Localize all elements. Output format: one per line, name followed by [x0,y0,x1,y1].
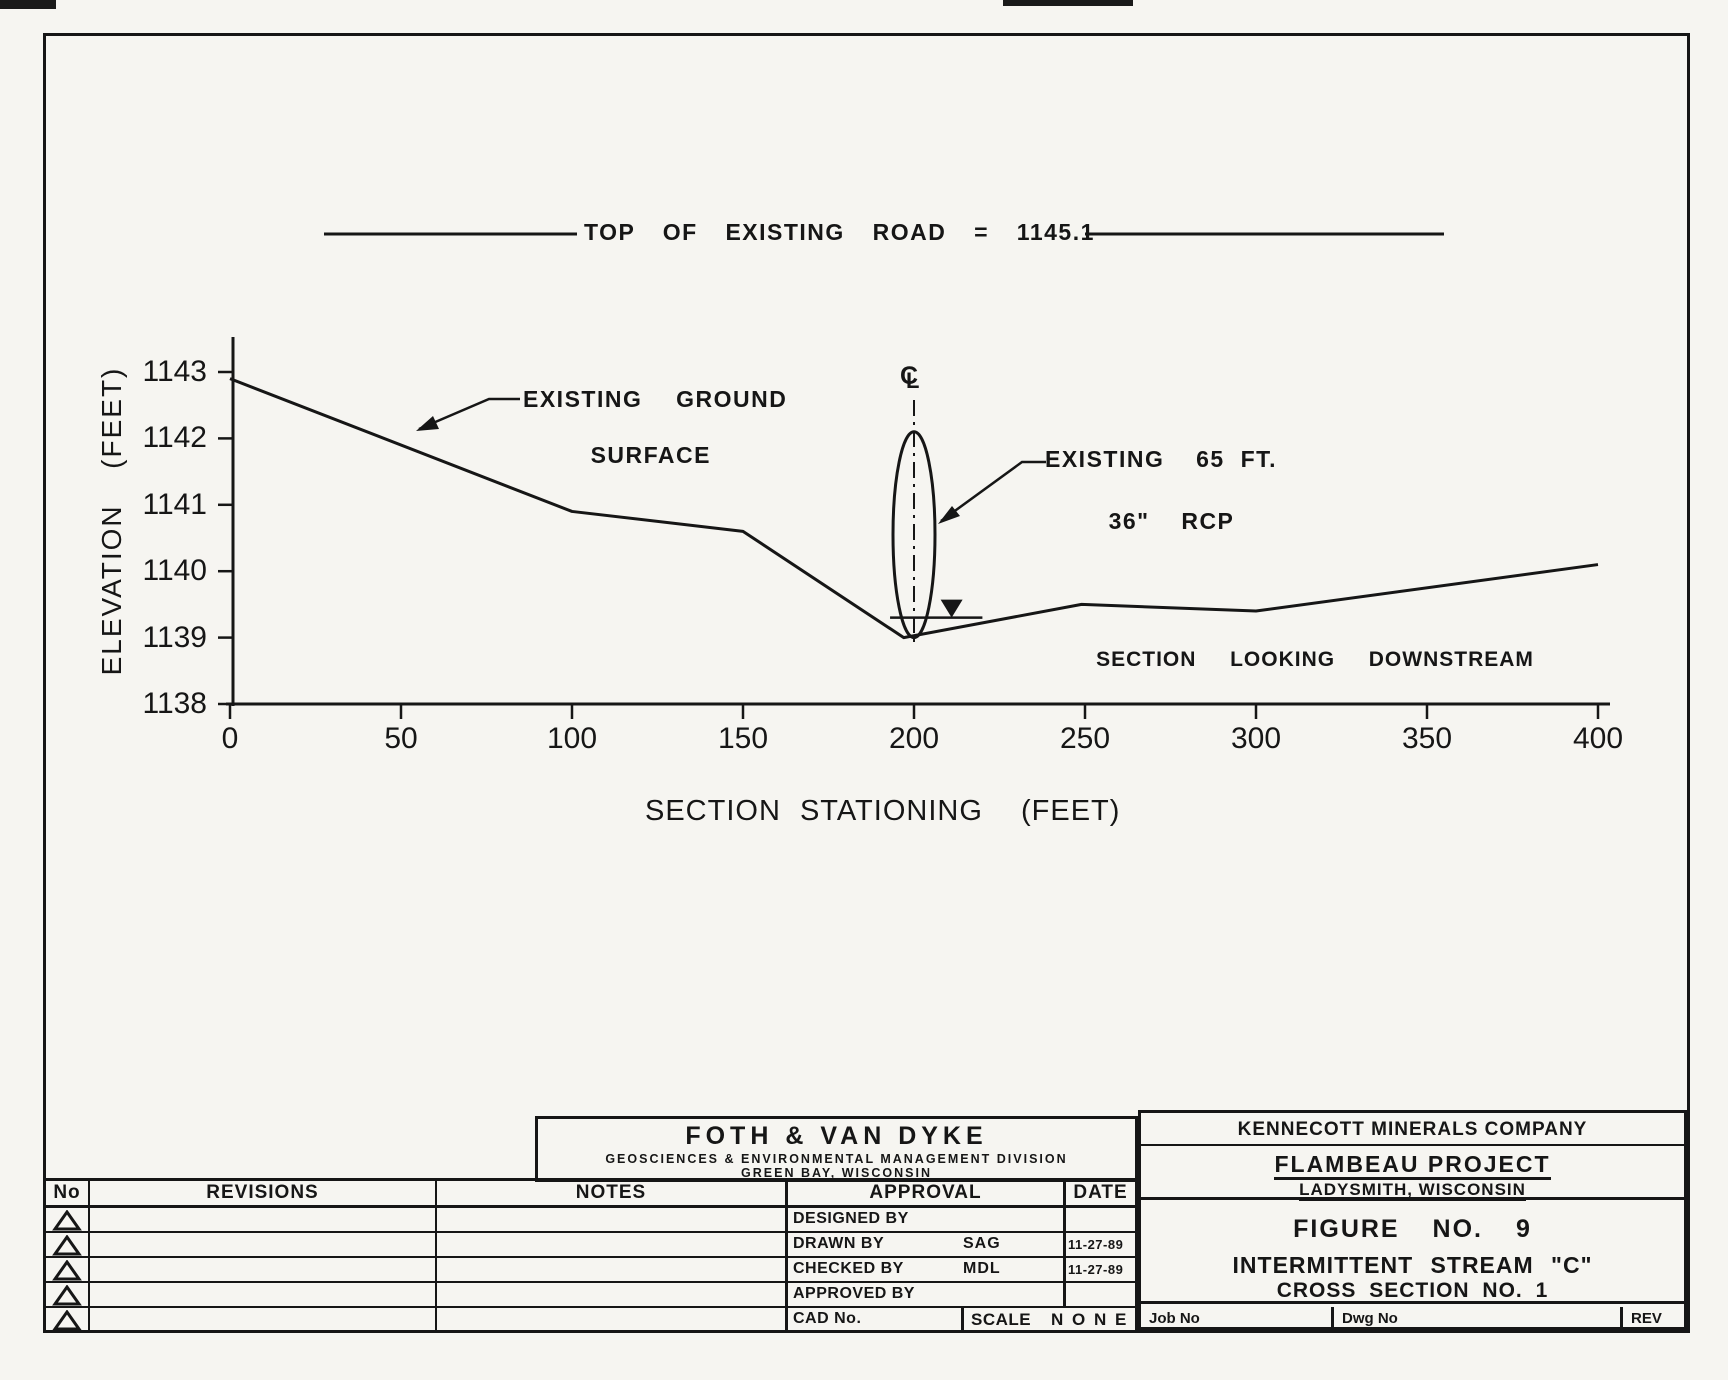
revision-triangle-icon [52,1284,82,1311]
scale-value: N O N E [1051,1310,1129,1329]
firm-title-box: FOTH & VAN DYKE GEOSCIENCES & ENVIRONMEN… [535,1116,1138,1182]
view-direction-note: SECTION LOOKING DOWNSTREAM [1096,648,1534,671]
x-tick-label: 250 [1059,722,1111,755]
approval-row-label: APPROVED BY [793,1285,915,1302]
x-tick-label: 400 [1572,722,1624,755]
table-row: DRAWN BY SAG 11-27-89 [43,1233,1138,1258]
table-row: CHECKED BY MDL 11-27-89 [43,1258,1138,1283]
scan-artifact [0,0,56,9]
project-row: FLAMBEAU PROJECT LADYSMITH, WISCONSIN [1141,1148,1684,1201]
rev-cell: REV [1620,1307,1684,1330]
header-no: No [53,1182,81,1203]
water-surface-marker-icon [940,599,963,618]
figure-title-line2: CROSS SECTION NO. 1 [1276,1279,1549,1302]
y-tick-label: 1140 [142,554,207,588]
y-tick-label: 1138 [142,687,207,720]
revision-triangle-icon [52,1234,82,1261]
x-tick-label: 200 [888,722,940,755]
firm-location: GREEN BAY, WISCONSIN [741,1166,932,1180]
y-tick-label: 1141 [142,487,207,521]
table-row: CAD No. SCALE N O N E [43,1308,1138,1333]
rcp-label-leader [940,460,1046,523]
x-tick-label: 350 [1401,722,1453,755]
culvert-label: EXISTING 65 FT. 36" RCP [1045,446,1278,534]
x-tick-label: 0 [221,722,239,755]
firm-division: GEOSCIENCES & ENVIRONMENTAL MANAGEMENT D… [605,1152,1068,1166]
company-name: KENNECOTT MINERALS COMPANY [1141,1113,1684,1146]
x-tick-label: 100 [546,722,598,755]
header-approval: APPROVAL [785,1181,1063,1205]
rcp-label-arrowhead [938,506,960,524]
revision-table-header: No REVISIONS NOTES APPROVAL DATE [43,1178,1138,1208]
ground-label-arrowhead [416,416,439,431]
project-title-block: KENNECOTT MINERALS COMPANY FLAMBEAU PROJ… [1138,1110,1687,1330]
dwg-no-cell: Dwg No [1331,1307,1620,1330]
table-row: APPROVED BY [43,1283,1138,1308]
scan-artifact [1003,0,1133,6]
x-tick-label: 50 [384,722,418,755]
approval-row-label: DRAWN BY [793,1235,885,1252]
y-tick-label: 1142 [142,421,207,455]
centerline-symbol: C L [900,362,920,393]
figure-title-line1: INTERMITTENT STREAM "C" [1232,1252,1593,1278]
approval-row-value: SAG [963,1235,1001,1252]
revision-triangle-icon [52,1209,82,1236]
approval-row-date: 11-27-89 [1068,1237,1124,1252]
ground-label-leader [418,397,520,431]
road-elevation-note: TOP OF EXISTING ROAD = 1145.1 [584,219,1095,245]
ground-surface-line [229,377,1599,640]
figure-number: FIGURE NO. 9 [1293,1215,1532,1243]
cad-no-label: CAD No. [793,1310,862,1327]
figure-row: FIGURE NO. 9 INTERMITTENT STREAM "C" CRO… [1141,1203,1684,1304]
firm-name: FOTH & VAN DYKE [685,1122,988,1150]
header-revisions: REVISIONS [88,1181,435,1205]
scale-label: SCALE [971,1310,1032,1329]
ground-surface-label: EXISTING GROUND SURFACE [523,386,788,468]
x-axis-title: SECTION STATIONING (FEET) [645,795,1121,827]
header-date: DATE [1063,1181,1135,1205]
approval-row-label: DESIGNED BY [793,1210,909,1227]
approval-row-label: CHECKED BY [793,1260,904,1277]
y-tick-label: 1143 [142,355,207,388]
project-name: FLAMBEAU PROJECT [1274,1151,1551,1180]
job-no-cell: Job No [1149,1310,1200,1327]
approval-row-date: 11-27-89 [1068,1262,1124,1277]
x-tick-label: 300 [1230,722,1282,755]
y-tick-label: 1139 [142,620,207,654]
header-notes: NOTES [435,1181,785,1205]
project-location: LADYSMITH, WISCONSIN [1299,1180,1526,1201]
footer-row: Job No Dwg No REV [1141,1307,1684,1330]
revision-triangle-icon [52,1309,82,1336]
x-tick-label: 150 [717,722,769,755]
approval-row-value: MDL [963,1260,1001,1277]
revision-triangle-icon [52,1259,82,1286]
table-row: DESIGNED BY [43,1208,1138,1233]
